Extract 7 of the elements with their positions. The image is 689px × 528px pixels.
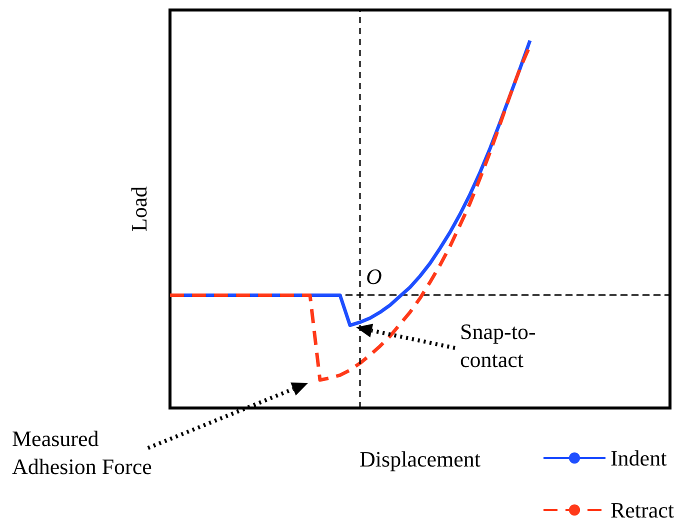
- legend-label: Retract: [610, 498, 674, 522]
- y-axis-title: Load: [126, 186, 152, 232]
- annotation: Snap-to-contact: [460, 318, 537, 374]
- legend-label: Indent: [610, 446, 667, 470]
- text: Measured Adhesion Force: [12, 425, 153, 481]
- annotation: O: [366, 263, 382, 292]
- x-axis-title: Displacement: [360, 446, 480, 472]
